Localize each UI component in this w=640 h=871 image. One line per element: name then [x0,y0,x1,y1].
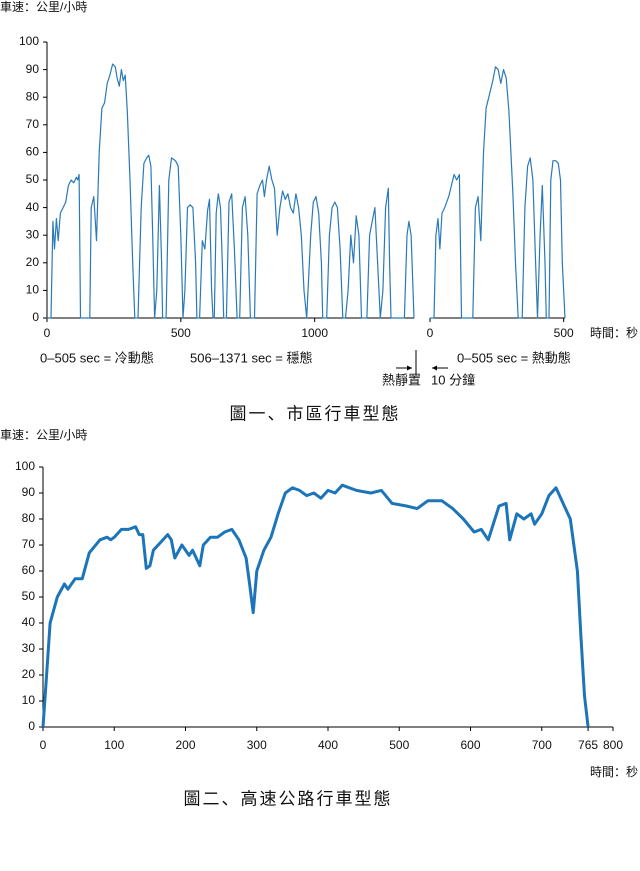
x-tick-label: 800 [603,738,623,752]
x-tick-label: 1000 [301,326,328,340]
y-tick-label: 50 [22,589,36,603]
y-tick-label: 70 [26,117,40,131]
y-tick-label: 40 [26,200,40,214]
y-tick-label: 20 [22,667,36,681]
annotation: 506–1371 sec = 穩態 [190,350,313,365]
x-axis-label: 時間：秒 [590,326,638,340]
y-tick-label: 100 [15,459,35,473]
x-tick-label: 500 [171,326,191,340]
y-tick-label: 20 [26,255,40,269]
x-tick-label: 0 [44,326,51,340]
chart-title: 圖二、高速公路行車型態 [184,790,393,810]
x-tick-label: 765 [578,738,598,752]
y-tick-label: 70 [22,537,36,551]
annotation: 0–505 sec = 熱動態 [457,350,571,365]
speed-line [430,66,566,319]
y-tick-label: 80 [26,89,40,103]
y-tick-label: 0 [32,310,39,324]
y-tick-label: 90 [26,62,40,76]
y-tick-label: 10 [22,693,36,707]
y-axis-label: 車速：公里/小時 [0,0,87,14]
speed-line [41,483,590,728]
x-tick-label: 700 [532,738,552,752]
y-tick-label: 10 [26,283,40,297]
annotation: 0–505 sec = 冷動態 [40,350,154,365]
x-tick-label: 0 [40,738,47,752]
x-tick-label: 500 [554,326,574,340]
x-tick-label: 400 [318,738,338,752]
y-axis-label: 車速：公里/小時 [0,428,87,442]
x-axis-label: 時間：秒 [590,765,638,779]
y-tick-label: 80 [22,511,36,525]
y-tick-label: 0 [28,719,35,733]
y-tick-label: 90 [22,485,36,499]
speed-line [47,63,415,319]
x-tick-label: 500 [389,738,409,752]
arrows [396,350,448,375]
y-tick-label: 40 [22,615,36,629]
y-tick-label: 30 [22,641,36,655]
y-tick-label: 100 [19,34,39,48]
x-tick-label: 600 [460,738,480,752]
y-tick-label: 60 [22,563,36,577]
x-tick-label: 300 [247,738,267,752]
y-tick-label: 30 [26,227,40,241]
x-tick-label: 100 [104,738,124,752]
x-tick-label: 0 [427,326,434,340]
y-tick-label: 50 [26,172,40,186]
x-tick-label: 200 [175,738,195,752]
annotation: 10 分鐘 [431,372,475,387]
chart-title: 圖一、市區行車型態 [230,405,401,425]
y-tick-label: 60 [26,145,40,159]
annotation: 熱靜置 [382,372,421,387]
